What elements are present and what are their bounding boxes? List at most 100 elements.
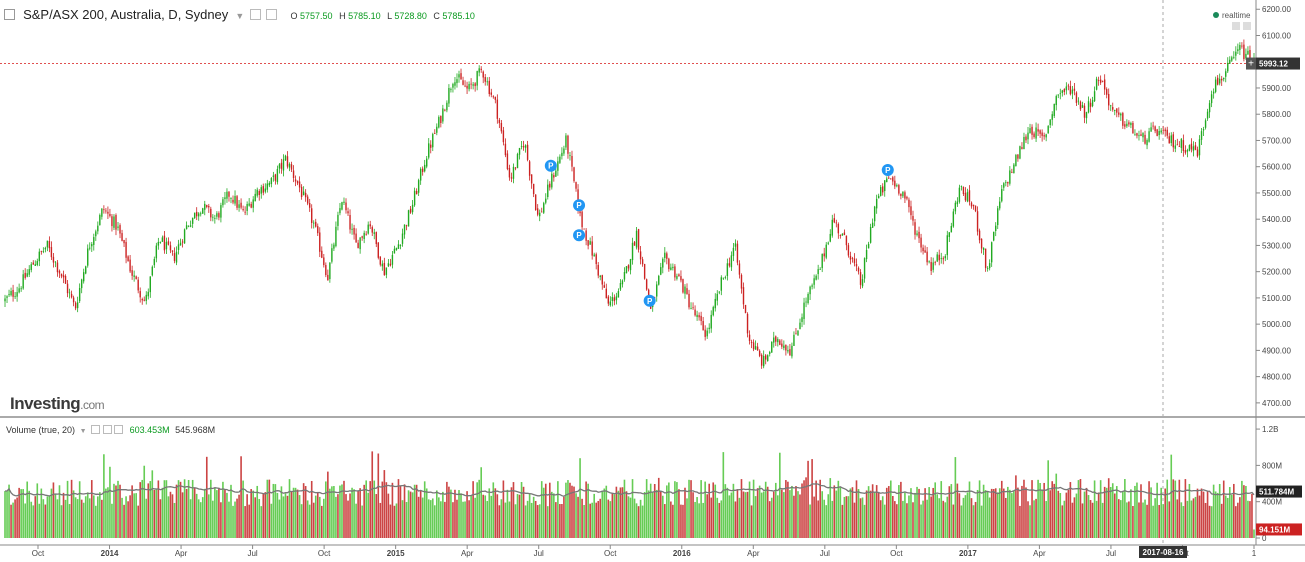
eye-icon[interactable] bbox=[91, 425, 101, 434]
symbol-title[interactable]: S&P/ASX 200, Australia, D, Sydney bbox=[23, 7, 229, 22]
candle-body bbox=[313, 222, 315, 224]
candle-body bbox=[91, 244, 93, 247]
volume-bar bbox=[433, 505, 436, 538]
candle-body bbox=[111, 216, 113, 227]
candle-body bbox=[272, 175, 275, 177]
candle-body bbox=[561, 152, 563, 157]
volume-bar bbox=[478, 479, 480, 538]
volume-bar bbox=[173, 502, 176, 538]
event-marker-icon[interactable] bbox=[881, 163, 894, 176]
event-marker-label: P bbox=[576, 231, 582, 240]
volume-bar bbox=[143, 465, 146, 538]
candle-body bbox=[121, 233, 123, 241]
event-marker-icon[interactable] bbox=[573, 199, 586, 212]
candle-body bbox=[1033, 133, 1035, 138]
volume-bar bbox=[205, 456, 208, 538]
volume-bar bbox=[276, 492, 279, 538]
candle-body bbox=[740, 274, 743, 289]
candle-body bbox=[1130, 122, 1132, 126]
candle-body bbox=[4, 298, 6, 302]
volume-bar bbox=[502, 480, 505, 538]
volume-bar bbox=[123, 504, 125, 538]
event-marker-icon[interactable] bbox=[573, 229, 586, 242]
crosshair-plus-icon[interactable] bbox=[1246, 57, 1256, 70]
candle-body bbox=[708, 327, 710, 330]
candle-body bbox=[1140, 134, 1142, 136]
event-marker-icon[interactable] bbox=[544, 159, 557, 172]
x-tick-label: 2017 bbox=[959, 549, 977, 558]
volume-bar bbox=[351, 487, 353, 538]
chevron-down-icon[interactable]: ▼ bbox=[79, 428, 87, 435]
candle-body bbox=[1029, 128, 1031, 134]
volume-bar bbox=[944, 502, 947, 538]
candle-body bbox=[811, 285, 813, 287]
volume-bar bbox=[1031, 480, 1033, 538]
volume-bar bbox=[1182, 506, 1185, 538]
volume-bar bbox=[998, 488, 1001, 538]
volume-bar bbox=[1136, 482, 1138, 538]
volume-bar bbox=[345, 494, 347, 538]
candle-body bbox=[256, 189, 258, 196]
candle-body bbox=[623, 272, 626, 280]
candle-body bbox=[389, 263, 392, 266]
realtime-label: realtime bbox=[1222, 11, 1251, 20]
volume-title[interactable]: Volume (true, 20) bbox=[6, 425, 76, 435]
volume-bar bbox=[770, 497, 773, 538]
close-icon[interactable] bbox=[266, 9, 278, 20]
event-marker-icon[interactable] bbox=[643, 294, 656, 307]
chevron-down-icon[interactable]: ▼ bbox=[235, 11, 245, 21]
volume-bar bbox=[484, 495, 487, 538]
volume-bar bbox=[555, 502, 557, 538]
volume-bar bbox=[214, 487, 216, 538]
scale-pct-button[interactable] bbox=[1243, 22, 1251, 30]
settings-icon[interactable] bbox=[102, 425, 112, 434]
candle-body bbox=[452, 84, 454, 88]
volume-ma-line bbox=[5, 483, 1255, 497]
candle-body bbox=[1049, 119, 1051, 126]
volume-bar bbox=[801, 483, 803, 538]
volume-bar bbox=[883, 504, 886, 538]
volume-bar bbox=[811, 459, 813, 538]
candle-body bbox=[1196, 149, 1199, 157]
volume-bar bbox=[958, 493, 961, 538]
high-key: H bbox=[339, 11, 346, 21]
volume-bar bbox=[264, 492, 267, 538]
volume-bar bbox=[855, 480, 858, 538]
volume-bar bbox=[1105, 487, 1108, 538]
candle-body bbox=[127, 256, 129, 262]
x-tick-label: Apr bbox=[747, 549, 760, 558]
candle-body bbox=[1039, 130, 1041, 134]
volume-bar bbox=[385, 482, 388, 538]
candle-body bbox=[863, 258, 866, 279]
candle-body bbox=[892, 177, 894, 182]
candle-body bbox=[1245, 53, 1247, 59]
collapse-icon[interactable] bbox=[4, 9, 15, 20]
volume-bar bbox=[704, 481, 706, 538]
close-icon[interactable] bbox=[114, 425, 124, 434]
volume-bar bbox=[789, 490, 791, 538]
volume-bar bbox=[381, 481, 384, 538]
settings-icon[interactable] bbox=[250, 9, 262, 20]
volume-bar bbox=[974, 501, 977, 538]
volume-bar bbox=[676, 482, 678, 538]
volume-bar bbox=[341, 484, 343, 538]
volume-bar bbox=[318, 496, 321, 538]
volume-bar bbox=[1007, 486, 1009, 538]
candle-body bbox=[62, 275, 65, 278]
volume-bar bbox=[1140, 484, 1142, 538]
candle-body bbox=[484, 77, 486, 82]
volume-value-2: 545.968M bbox=[175, 425, 216, 435]
volume-bar bbox=[153, 489, 156, 538]
volume-bar bbox=[601, 490, 604, 538]
volume-bar bbox=[262, 493, 265, 538]
scale-log-button[interactable] bbox=[1232, 22, 1240, 30]
candle-body bbox=[990, 242, 993, 263]
candle-body bbox=[964, 192, 967, 201]
volume-tick-label: 400M bbox=[1262, 498, 1282, 507]
volume-bar bbox=[514, 504, 517, 538]
candle-body bbox=[399, 244, 402, 246]
volume-bar bbox=[292, 487, 295, 538]
candle-body bbox=[793, 334, 795, 346]
volume-bar bbox=[559, 504, 561, 538]
